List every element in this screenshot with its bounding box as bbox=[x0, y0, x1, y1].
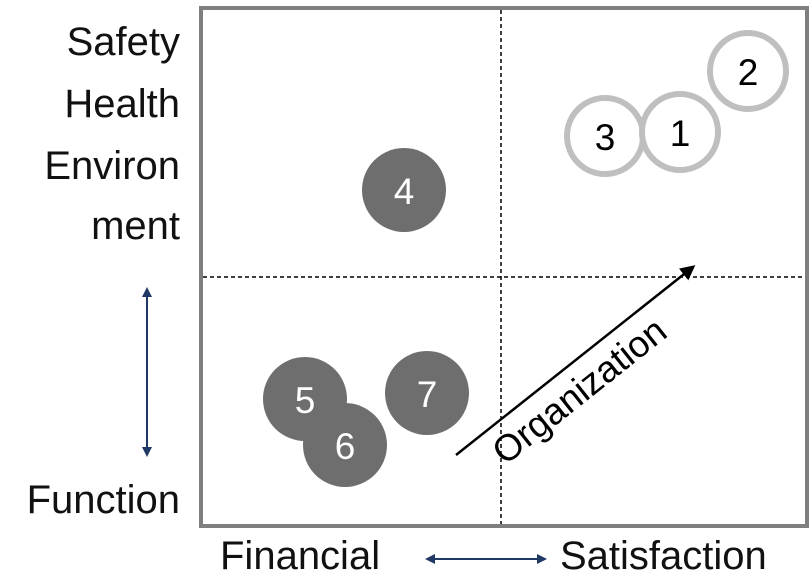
y-axis-top-label-line-3: Environ bbox=[44, 144, 180, 188]
x-axis-left-label: Financial bbox=[220, 534, 381, 578]
item-6-label: 6 bbox=[335, 426, 356, 467]
item-4-circle: 4 bbox=[362, 148, 446, 232]
item-6-circle: 6 bbox=[303, 403, 387, 487]
item-2-circle: 2 bbox=[707, 30, 789, 112]
organization-arrow-label: Organization bbox=[484, 310, 674, 473]
item-1-circle: 1 bbox=[639, 91, 721, 173]
quadrant-frame bbox=[199, 6, 809, 528]
item-3-circle: 3 bbox=[564, 95, 646, 177]
item-1-marker bbox=[639, 91, 721, 173]
organization-arrow bbox=[455, 265, 696, 456]
item-5-label: 5 bbox=[295, 380, 316, 421]
x-axis-right-label: Satisfaction bbox=[560, 534, 767, 578]
item-6-marker bbox=[303, 403, 387, 487]
item-2-marker bbox=[707, 30, 789, 112]
y-axis-top-label-line-1: Safety bbox=[66, 20, 180, 64]
item-4-marker bbox=[362, 148, 446, 232]
item-7-label: 7 bbox=[417, 374, 438, 415]
item-7-circle: 7 bbox=[385, 351, 469, 435]
y-axis-top-label-line-4: ment bbox=[91, 204, 180, 248]
item-2-label: 2 bbox=[738, 52, 759, 93]
y-axis-bottom-label: Function bbox=[26, 478, 180, 522]
y-axis-top-label-line-2: Health bbox=[64, 82, 180, 126]
item-4-label: 4 bbox=[394, 171, 415, 212]
item-1-label: 1 bbox=[670, 113, 691, 154]
item-7-marker bbox=[385, 351, 469, 435]
item-3-label: 3 bbox=[595, 117, 616, 158]
